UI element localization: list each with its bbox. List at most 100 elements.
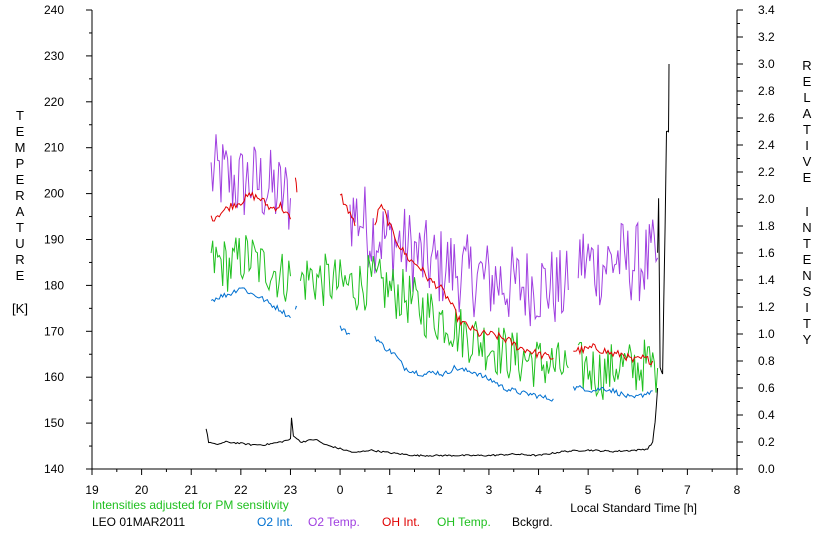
x-tick-label: 8 [734, 483, 741, 497]
legend-item: O2 Temp. [308, 515, 360, 529]
left-tick-label: 230 [44, 49, 64, 63]
legend-item: O2 Int. [257, 515, 293, 529]
sensitivity-note: Intensities adjusted for PM sensitivity [92, 498, 289, 512]
right-tick-label: 2.4 [758, 138, 775, 152]
x-tick-label: 20 [135, 483, 149, 497]
right-axis-letter: L [803, 90, 810, 105]
left-axis-unit: [K] [12, 301, 28, 316]
x-tick-label: 4 [535, 483, 542, 497]
series-o2-int [339, 325, 351, 336]
series-o2-int [294, 305, 298, 310]
right-axis-letter: Y [803, 332, 812, 347]
series-oh-int [294, 177, 298, 193]
series-bckgrd [657, 63, 670, 375]
right-axis-letter: E [803, 170, 812, 185]
series-o2-temp [210, 134, 291, 230]
right-axis-letter: R [802, 58, 811, 73]
left-axis-letter: P [16, 156, 25, 171]
left-axis-letter: A [16, 204, 25, 219]
x-tick-label: 2 [436, 483, 443, 497]
series-oh-temp [299, 253, 569, 387]
right-tick-label: 3.4 [758, 3, 775, 17]
left-tick-label: 210 [44, 141, 64, 155]
right-tick-label: 2.2 [758, 165, 775, 179]
right-axis-letter: T [803, 122, 811, 137]
left-axis-letter: E [16, 172, 25, 187]
series-o2-temp [349, 186, 569, 327]
x-tick-label: 7 [684, 483, 691, 497]
x-tick-label: 19 [85, 483, 99, 497]
right-tick-label: 0.8 [758, 354, 775, 368]
left-tick-label: 180 [44, 278, 64, 292]
left-axis-letter: E [16, 268, 25, 283]
series-oh-int [374, 203, 554, 360]
station-date: LEO 01MAR2011 [92, 515, 185, 529]
right-tick-label: 2.6 [758, 111, 775, 125]
series-oh-temp [210, 235, 291, 302]
x-tick-label: 22 [234, 483, 248, 497]
left-axis-letter: M [15, 140, 26, 155]
right-axis-letter: S [803, 284, 812, 299]
legend-item: OH Temp. [437, 515, 491, 529]
series-oh-int [573, 342, 654, 366]
series-bckgrd [205, 387, 659, 457]
series-layer [205, 63, 670, 457]
right-tick-label: 3.0 [758, 57, 775, 71]
x-tick-label: 23 [284, 483, 298, 497]
right-axis-letter: I [805, 204, 809, 219]
left-axis-letter: E [16, 124, 25, 139]
legend-item: Bckgrd. [512, 515, 553, 529]
series-o2-int [210, 287, 291, 319]
right-tick-label: 1.8 [758, 219, 775, 233]
left-tick-label: 150 [44, 416, 64, 430]
left-axis-letter: T [16, 220, 24, 235]
right-axis-letter: V [803, 154, 812, 169]
left-axis-letter: R [15, 188, 24, 203]
series-o2-int [374, 336, 554, 402]
axes-layer [86, 9, 743, 475]
x-axis-label: Local Standard Time [h] [570, 501, 697, 515]
series-oh-int [210, 191, 291, 222]
left-tick-label: 190 [44, 233, 64, 247]
left-axis-letter: U [15, 236, 24, 251]
left-tick-label: 200 [44, 187, 64, 201]
x-tick-label: 0 [337, 483, 344, 497]
right-axis-letter: A [803, 106, 812, 121]
right-tick-label: 1.2 [758, 300, 775, 314]
right-tick-label: 1.6 [758, 246, 775, 260]
right-tick-label: 0.2 [758, 435, 775, 449]
right-tick-label: 2.0 [758, 192, 775, 206]
left-tick-label: 160 [44, 370, 64, 384]
right-axis-letter: T [803, 316, 811, 331]
x-tick-label: 6 [634, 483, 641, 497]
right-axis-letter: T [803, 236, 811, 251]
right-axis-letter: I [805, 138, 809, 153]
right-tick-label: 1.4 [758, 273, 775, 287]
right-axis-letter: I [805, 300, 809, 315]
text-layer: 1401501601701801902002102202302400.00.20… [12, 3, 812, 529]
right-axis-letter: N [802, 220, 811, 235]
right-tick-label: 2.8 [758, 84, 775, 98]
right-tick-label: 1.0 [758, 327, 775, 341]
right-axis-letter: N [802, 268, 811, 283]
series-oh-temp [577, 339, 659, 400]
series-o2-int [572, 385, 653, 399]
legend-item: OH Int. [382, 515, 420, 529]
right-axis-letter: E [803, 252, 812, 267]
left-axis-letter: R [15, 252, 24, 267]
series-oh-int [339, 193, 356, 227]
x-tick-label: 1 [386, 483, 393, 497]
left-axis-letter: T [16, 108, 24, 123]
right-tick-label: 0.6 [758, 381, 775, 395]
x-tick-label: 3 [486, 483, 493, 497]
left-tick-label: 140 [44, 462, 64, 476]
left-tick-label: 240 [44, 3, 64, 17]
right-tick-label: 0.4 [758, 408, 775, 422]
x-tick-label: 5 [585, 483, 592, 497]
right-tick-label: 0.0 [758, 462, 775, 476]
right-axis-letter: E [803, 74, 812, 89]
right-tick-label: 3.2 [758, 30, 775, 44]
left-tick-label: 170 [44, 324, 64, 338]
series-o2-temp [577, 219, 659, 306]
